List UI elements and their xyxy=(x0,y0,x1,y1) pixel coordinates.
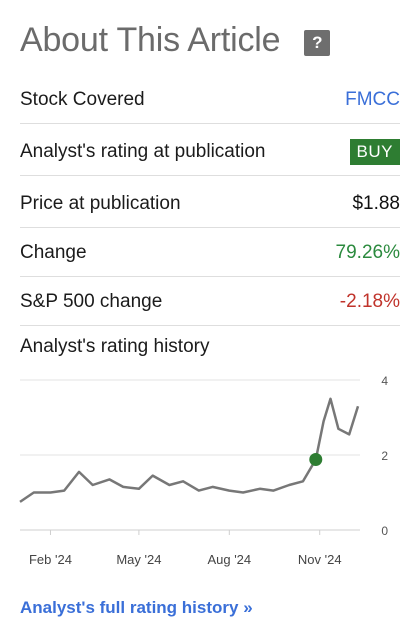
row-sp500: S&P 500 change -2.18% xyxy=(20,278,400,326)
row-price: Price at publication $1.88 xyxy=(20,180,400,228)
price-value: $1.88 xyxy=(352,192,400,214)
sp500-value: -2.18% xyxy=(339,290,400,312)
x-tick-label: Aug '24 xyxy=(207,552,251,567)
stock-covered-label: Stock Covered xyxy=(20,88,145,110)
row-rating: Analyst's rating at publication BUY xyxy=(20,128,400,176)
header: About This Article ? xyxy=(20,16,400,64)
publication-marker xyxy=(309,453,323,466)
x-tick-label: May '24 xyxy=(116,552,161,567)
full-rating-history-link[interactable]: Analyst's full rating history » xyxy=(20,598,253,617)
x-tick-label: Nov '24 xyxy=(298,552,342,567)
rating-history-chart: 0 2 4 Feb '24 May '24 Aug '24 Nov '24 xyxy=(19,374,388,567)
help-icon[interactable]: ? xyxy=(304,30,331,56)
rating-label: Analyst's rating at publication xyxy=(20,140,266,162)
change-label: Change xyxy=(20,241,87,263)
rating-badge: BUY xyxy=(349,138,400,165)
y-tick-label: 4 xyxy=(381,374,388,388)
x-tick-label: Feb '24 xyxy=(29,552,72,567)
price-series-line xyxy=(19,397,360,503)
change-value: 79.26% xyxy=(335,241,400,263)
stock-ticker-link[interactable]: FMCC xyxy=(345,88,400,110)
page-title: About This Article xyxy=(20,20,281,59)
y-tick-label: 0 xyxy=(381,524,388,538)
row-stock-covered: Stock Covered FMCC xyxy=(20,76,400,124)
price-label: Price at publication xyxy=(20,192,181,214)
y-tick-label: 2 xyxy=(381,449,388,463)
sp500-label: S&P 500 change xyxy=(20,290,163,312)
rating-history-label: Analyst's rating history xyxy=(20,336,210,357)
row-change: Change 79.26% xyxy=(20,229,400,277)
